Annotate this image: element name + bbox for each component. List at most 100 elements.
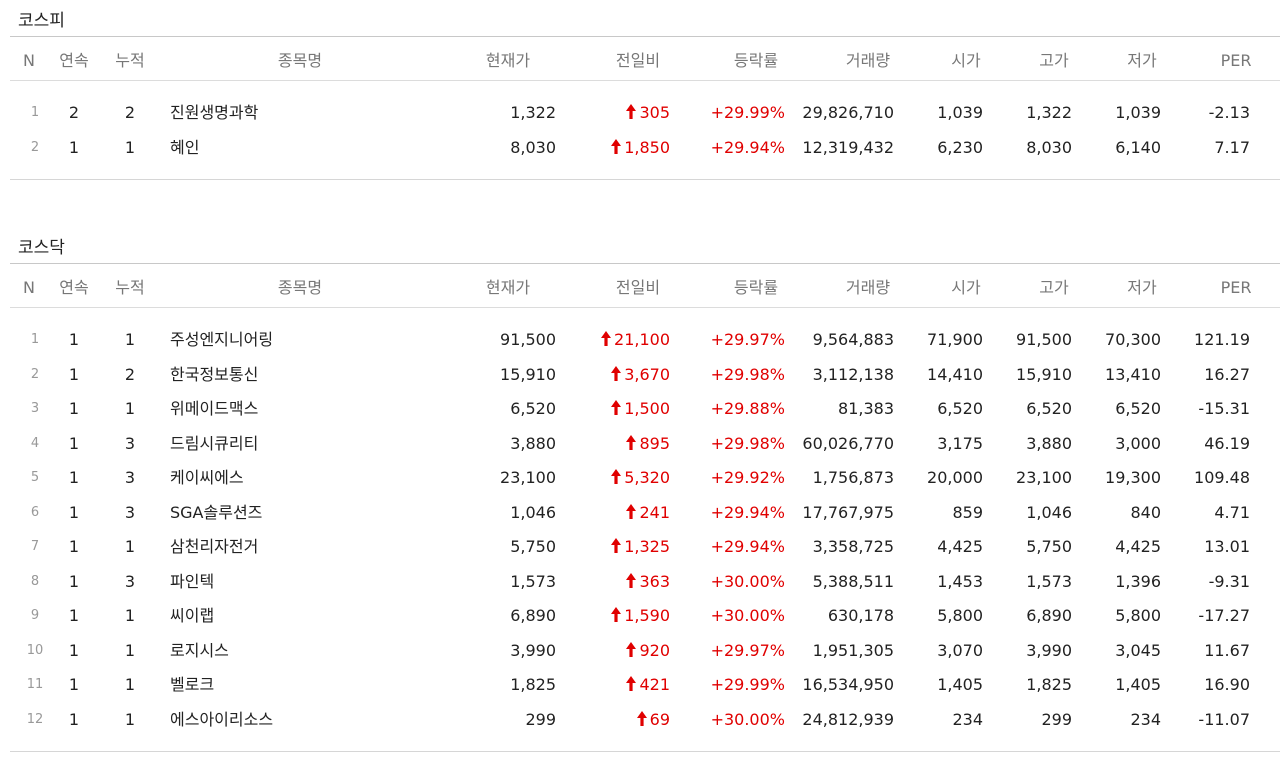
stock-name-link[interactable]: 혜인	[170, 137, 200, 157]
cumulative-count: 1	[124, 399, 136, 418]
open-price: 4,425	[937, 537, 983, 556]
header-per: PER	[1220, 278, 1252, 297]
table-row: 11 1 1 벨로크 1,825 421 +29.99% 16,534,950 1,405 1,8…	[10, 668, 1280, 702]
change-rate: +29.92%	[710, 468, 785, 487]
row-index: 7	[30, 539, 40, 554]
change-rate: +29.99%	[710, 675, 785, 694]
price-change: 1,590	[570, 599, 670, 633]
price-change: 1,325	[570, 530, 670, 564]
consecutive-days: 1	[68, 606, 80, 625]
row-index: 4	[30, 435, 40, 451]
high-price: 1,322	[1026, 103, 1072, 122]
stock-name-link[interactable]: 주성엔지니어링	[170, 330, 274, 349]
cumulative-count: 1	[124, 137, 136, 157]
table-row: 1 2 2 진원생명과학 1,322 305 +29.99% 29,826,710 1,039 1…	[10, 96, 1280, 130]
header-open: 시가	[951, 51, 981, 70]
stock-name-link[interactable]: 파인텍	[170, 571, 215, 591]
high-price: 3,880	[1026, 433, 1072, 453]
cumulative-count: 1	[124, 640, 136, 660]
low-price: 3,045	[1115, 640, 1161, 660]
row-index: 1	[30, 332, 40, 347]
header-change: 전일비	[615, 51, 661, 70]
price-change-value: 305	[639, 103, 670, 122]
row-index: 10	[26, 642, 44, 658]
red-up-arrow-icon	[636, 710, 647, 726]
table-row: 2 1 1 혜인 8,030 1,850 +29.94% 12,319,432 6,230 8,0…	[10, 131, 1280, 165]
price-change-value: 895	[639, 433, 670, 453]
open-price: 20,000	[927, 468, 983, 487]
stock-name-link[interactable]: 벨로크	[170, 675, 215, 694]
high-price: 8,030	[1026, 137, 1072, 157]
section-title-kosdaq: 코스닥	[18, 238, 65, 258]
header-open: 시가	[951, 278, 981, 297]
change-rate: +29.88%	[710, 399, 785, 418]
red-up-arrow-icon	[626, 503, 637, 519]
change-rate: +29.97%	[710, 640, 785, 660]
price-change-value: 1,850	[624, 137, 670, 157]
red-up-arrow-icon	[611, 607, 622, 622]
cumulative-count: 1	[124, 675, 136, 694]
row-index: 9	[30, 608, 40, 623]
trading-volume: 9,564,883	[812, 330, 894, 349]
price-change-value: 421	[639, 675, 670, 694]
price-change: 920	[570, 634, 670, 668]
header-high: 고가	[1039, 278, 1069, 297]
high-price: 5,750	[1026, 537, 1072, 556]
stock-name-link[interactable]: 에스아이리소스	[170, 709, 274, 729]
stock-name-link[interactable]: 케이씨에스	[170, 468, 244, 487]
price-change-value: 1,325	[624, 537, 670, 556]
stock-name-link[interactable]: 삼천리자전거	[170, 537, 259, 556]
header-cumulative: 누적	[115, 278, 145, 297]
stock-name-link[interactable]: 진원생명과학	[170, 103, 259, 122]
price-change-value: 241	[639, 502, 670, 522]
trading-volume: 1,756,873	[812, 468, 894, 487]
low-price: 70,300	[1105, 330, 1161, 349]
table-bottom-border	[10, 751, 1280, 752]
price-change-value: 1,590	[624, 606, 670, 625]
table-row: 7 1 1 삼천리자전거 5,750 1,325 +29.94% 3,358,725 4,425…	[10, 530, 1280, 564]
consecutive-days: 1	[68, 468, 80, 487]
price-change: 421	[570, 668, 670, 702]
price-change: 1,500	[570, 392, 670, 426]
consecutive-days: 1	[68, 709, 80, 729]
consecutive-days: 1	[68, 330, 80, 349]
price-change: 305	[570, 96, 670, 130]
high-price: 91,500	[1016, 330, 1072, 349]
stock-name-link[interactable]: 씨이랩	[170, 606, 215, 625]
per-ratio: 16.90	[1204, 675, 1250, 694]
stock-name-link[interactable]: SGA솔루션즈	[170, 502, 263, 522]
per-ratio: 13.01	[1204, 537, 1250, 556]
stock-name-link[interactable]: 로지시스	[170, 640, 229, 660]
red-up-arrow-icon	[626, 641, 637, 657]
consecutive-days: 1	[68, 675, 80, 694]
current-price: 91,500	[500, 330, 556, 349]
stock-name-link[interactable]: 한국정보통신	[170, 364, 259, 384]
low-price: 1,039	[1115, 103, 1161, 122]
open-price: 1,453	[937, 571, 983, 591]
header-price: 현재가	[485, 278, 531, 297]
high-price: 23,100	[1016, 468, 1072, 487]
current-price: 1,046	[510, 502, 556, 522]
cumulative-count: 3	[124, 502, 136, 522]
table-header-row: N 연속 누적 종목명 현재가 전일비 등락률 거래량 시가 고가 저가 PER	[10, 271, 1280, 305]
current-price: 3,990	[510, 640, 556, 660]
table-top-border	[10, 36, 1280, 37]
high-price: 6,520	[1026, 399, 1072, 418]
trading-volume: 1,951,305	[812, 640, 894, 660]
stock-name-link[interactable]: 위메이드맥스	[170, 399, 259, 418]
high-price: 6,890	[1026, 606, 1072, 625]
trading-volume: 17,767,975	[802, 502, 894, 522]
red-up-arrow-icon	[611, 365, 622, 381]
trading-volume: 630,178	[827, 606, 894, 625]
current-price: 1,322	[510, 103, 556, 122]
row-index: 6	[30, 504, 40, 520]
low-price: 840	[1130, 502, 1161, 522]
stock-name-link[interactable]: 드림시큐리티	[170, 433, 259, 453]
consecutive-days: 2	[68, 103, 80, 122]
price-change-value: 69	[649, 709, 670, 729]
cumulative-count: 3	[124, 571, 136, 591]
trading-volume: 5,388,511	[812, 571, 894, 591]
trading-volume: 81,383	[838, 399, 894, 418]
red-up-arrow-icon	[626, 104, 637, 119]
open-price: 71,900	[927, 330, 983, 349]
